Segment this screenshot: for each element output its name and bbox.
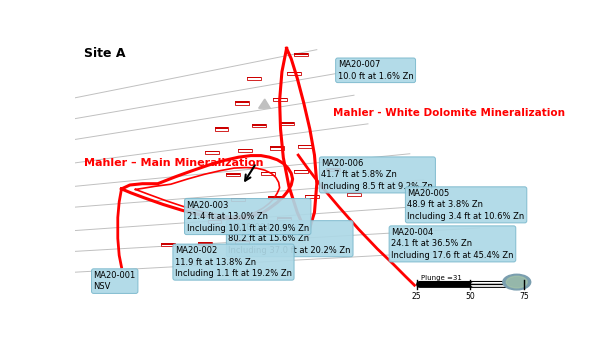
FancyBboxPatch shape bbox=[161, 243, 175, 246]
Text: MA20-007
10.0 ft at 1.6% Zn: MA20-007 10.0 ft at 1.6% Zn bbox=[338, 60, 413, 80]
FancyBboxPatch shape bbox=[272, 98, 287, 101]
FancyBboxPatch shape bbox=[205, 151, 219, 152]
FancyBboxPatch shape bbox=[238, 149, 252, 150]
FancyBboxPatch shape bbox=[235, 101, 250, 104]
FancyBboxPatch shape bbox=[198, 242, 212, 244]
FancyBboxPatch shape bbox=[240, 219, 254, 220]
FancyBboxPatch shape bbox=[205, 151, 219, 154]
FancyBboxPatch shape bbox=[270, 146, 284, 150]
FancyBboxPatch shape bbox=[215, 127, 229, 129]
Polygon shape bbox=[259, 99, 270, 108]
FancyBboxPatch shape bbox=[161, 243, 175, 245]
FancyBboxPatch shape bbox=[208, 220, 221, 221]
FancyBboxPatch shape bbox=[326, 168, 340, 171]
FancyBboxPatch shape bbox=[208, 220, 221, 223]
FancyBboxPatch shape bbox=[293, 170, 308, 171]
FancyBboxPatch shape bbox=[293, 53, 308, 56]
FancyBboxPatch shape bbox=[287, 72, 301, 75]
Circle shape bbox=[503, 274, 531, 290]
FancyBboxPatch shape bbox=[293, 53, 308, 55]
FancyBboxPatch shape bbox=[277, 217, 291, 219]
FancyBboxPatch shape bbox=[326, 168, 340, 170]
Text: Mahler – Main Mineralization: Mahler – Main Mineralization bbox=[84, 158, 264, 168]
FancyBboxPatch shape bbox=[268, 196, 282, 199]
Text: Plunge =31
Azimuth 048: Plunge =31 Azimuth 048 bbox=[421, 275, 466, 288]
Text: MA20-002
11.9 ft at 13.8% Zn
Including 1.1 ft at 19.2% Zn: MA20-002 11.9 ft at 13.8% Zn Including 1… bbox=[175, 246, 292, 278]
FancyBboxPatch shape bbox=[287, 72, 301, 73]
FancyBboxPatch shape bbox=[235, 101, 250, 103]
FancyBboxPatch shape bbox=[198, 242, 212, 245]
FancyBboxPatch shape bbox=[280, 122, 293, 125]
FancyBboxPatch shape bbox=[247, 77, 261, 80]
FancyBboxPatch shape bbox=[215, 127, 229, 130]
FancyBboxPatch shape bbox=[235, 240, 250, 244]
FancyBboxPatch shape bbox=[247, 77, 261, 78]
FancyBboxPatch shape bbox=[226, 173, 240, 176]
FancyBboxPatch shape bbox=[277, 217, 291, 220]
FancyBboxPatch shape bbox=[298, 145, 312, 146]
FancyBboxPatch shape bbox=[261, 172, 275, 175]
Text: MA20-001
NSV: MA20-001 NSV bbox=[94, 271, 136, 291]
FancyBboxPatch shape bbox=[231, 198, 245, 199]
FancyBboxPatch shape bbox=[347, 193, 361, 194]
FancyBboxPatch shape bbox=[347, 193, 361, 196]
Text: Site A: Site A bbox=[84, 47, 126, 60]
FancyBboxPatch shape bbox=[268, 196, 282, 198]
Text: MA20-006
41.7 ft at 5.8% Zn
Including 8.5 ft at 9.2% Zn: MA20-006 41.7 ft at 5.8% Zn Including 8.… bbox=[322, 159, 433, 191]
FancyBboxPatch shape bbox=[231, 198, 245, 201]
Text: MA20-005
48.9 ft at 3.8% Zn
Including 3.4 ft at 10.6% Zn: MA20-005 48.9 ft at 3.8% Zn Including 3.… bbox=[407, 189, 525, 221]
FancyBboxPatch shape bbox=[270, 146, 284, 148]
Text: 50: 50 bbox=[466, 292, 475, 301]
FancyBboxPatch shape bbox=[226, 173, 240, 175]
Text: 75: 75 bbox=[519, 292, 529, 301]
Text: 25: 25 bbox=[412, 292, 422, 301]
FancyBboxPatch shape bbox=[240, 219, 254, 222]
FancyBboxPatch shape bbox=[261, 172, 275, 173]
FancyBboxPatch shape bbox=[238, 149, 252, 152]
FancyBboxPatch shape bbox=[252, 124, 266, 126]
FancyBboxPatch shape bbox=[272, 98, 287, 99]
Text: Mahler - White Dolomite Mineralization: Mahler - White Dolomite Mineralization bbox=[333, 108, 565, 118]
FancyBboxPatch shape bbox=[305, 195, 319, 196]
Text: MA20-004
24.1 ft at 36.5% Zn
Including 17.6 ft at 45.4% Zn: MA20-004 24.1 ft at 36.5% Zn Including 1… bbox=[391, 228, 514, 260]
Text: MA20-003
21.4 ft at 13.0% Zn
Including 10.1 ft at 20.9% Zn: MA20-003 21.4 ft at 13.0% Zn Including 1… bbox=[187, 201, 309, 233]
Circle shape bbox=[506, 276, 527, 288]
FancyBboxPatch shape bbox=[298, 145, 312, 148]
FancyBboxPatch shape bbox=[280, 122, 293, 124]
FancyBboxPatch shape bbox=[235, 240, 250, 242]
FancyBboxPatch shape bbox=[252, 124, 266, 127]
FancyBboxPatch shape bbox=[305, 195, 319, 198]
Text: MA20-004
80.2 ft at 15.6% Zn
Including 37.0 ft at 20.2% Zn: MA20-004 80.2 ft at 15.6% Zn Including 3… bbox=[229, 223, 351, 255]
FancyBboxPatch shape bbox=[293, 170, 308, 173]
